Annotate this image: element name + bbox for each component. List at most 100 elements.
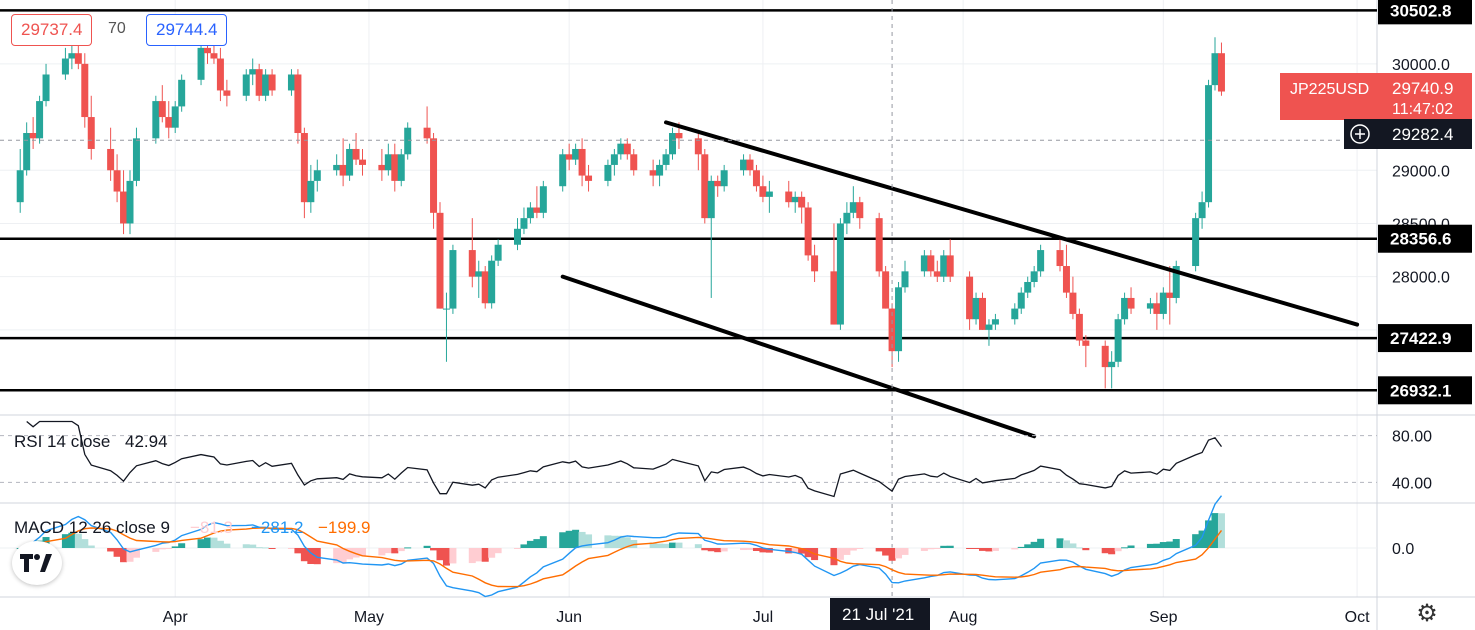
candle-body: [662, 154, 670, 165]
candle-body: [1114, 319, 1122, 362]
candle-body: [404, 127, 412, 155]
macd-histogram-bar: [436, 548, 444, 561]
macd-line: [19, 495, 1223, 598]
candle-body: [262, 74, 270, 96]
candlestick-series: [16, 31, 1225, 389]
macd-histogram-bar: [856, 548, 864, 549]
macd-histogram-bar: [572, 529, 580, 548]
badge-countdown: 11:47:02: [1392, 101, 1453, 118]
rsi-tick-label: 40.00: [1392, 475, 1432, 492]
macd-histogram-bar: [384, 548, 392, 554]
candle-body: [313, 170, 321, 181]
crosshair-date: 21 Jul '21: [842, 605, 914, 624]
bid-price-box[interactable]: 29737.4: [11, 14, 93, 46]
time-axis[interactable]: Apr May Jun Jul Aug Sep Oct: [163, 609, 1370, 626]
macd-histogram-bar: [759, 548, 767, 553]
macd-histogram-bar: [966, 548, 974, 549]
macd-histogram-bar: [617, 535, 625, 548]
macd-histogram-bar: [61, 534, 69, 548]
macd-histogram-bar: [494, 548, 502, 554]
candle-body: [875, 218, 883, 272]
macd-histogram-bar: [81, 539, 89, 548]
candle-body: [720, 170, 728, 187]
macd-signal-line: [20, 527, 1223, 588]
candle-body: [946, 255, 954, 277]
macd-histogram-bar: [1192, 534, 1200, 548]
macd-histogram-bar: [430, 548, 438, 551]
candle-body: [701, 154, 709, 219]
candle-body: [68, 53, 76, 59]
candle-body: [249, 69, 257, 75]
candle-body: [132, 138, 140, 181]
macd-histogram-bar: [946, 545, 954, 548]
candle-body: [255, 69, 263, 96]
candle-body: [707, 180, 715, 219]
macd-histogram-bar: [339, 548, 347, 563]
candle-body: [36, 101, 44, 139]
macd-histogram-bar: [752, 548, 760, 551]
macd-histogram-bar: [1024, 544, 1032, 548]
macd-histogram-bar: [68, 532, 76, 548]
candle-body: [669, 133, 676, 155]
candle-body: [765, 191, 773, 197]
ask-price-box[interactable]: 29744.4: [146, 14, 228, 46]
time-tick-label: May: [354, 609, 384, 626]
time-tick-label: Jun: [556, 609, 582, 626]
time-tick-label: Jul: [753, 609, 773, 626]
candle-body: [494, 244, 502, 261]
candle-body: [1082, 340, 1090, 346]
macd-histogram-bar: [843, 548, 851, 555]
crosshair-price-label: [1344, 119, 1472, 149]
plus-circle-icon[interactable]: [1350, 124, 1370, 144]
macd-histogram-bar: [197, 539, 205, 548]
candle-body: [972, 297, 980, 320]
tradingview-logo-icon[interactable]: [12, 541, 62, 585]
candle-body: [171, 106, 179, 128]
candle-body: [1205, 85, 1213, 203]
macd-histogram-bar: [888, 548, 896, 561]
time-tick-label: Apr: [163, 609, 189, 626]
macd-histogram-bar: [1114, 548, 1122, 552]
candle-body: [985, 324, 993, 330]
macd-histogram-bar: [849, 548, 857, 551]
macd-histogram-bar: [1159, 542, 1167, 548]
macd-histogram-bar: [242, 544, 250, 548]
candle-body: [1146, 303, 1154, 309]
candle-body: [423, 127, 431, 139]
macd-legend-macd: −281.2: [251, 518, 303, 537]
candle-body: [1127, 297, 1135, 309]
macd-histogram-bar: [701, 548, 709, 551]
candle-body: [378, 164, 386, 171]
crosshair-date-label: [830, 598, 930, 630]
macd-histogram-bar: [107, 548, 115, 552]
candle-body: [559, 154, 567, 187]
macd-histogram-bar: [120, 548, 128, 563]
macd-histogram-bar: [1127, 545, 1135, 548]
candle-body: [178, 79, 186, 107]
macd-histogram-bar: [1146, 543, 1154, 548]
macd-histogram-bar: [1056, 538, 1064, 548]
candle-body: [979, 297, 986, 330]
candle-body: [333, 164, 341, 171]
candle-body: [126, 180, 134, 224]
candle-body: [991, 319, 999, 325]
gear-icon[interactable]: ⚙: [1416, 600, 1438, 627]
candle-body: [1211, 53, 1219, 86]
macd-legend-signal: −199.9: [318, 518, 370, 537]
candle-body: [197, 47, 205, 80]
price-axis[interactable]: 30000.029000.028500.028000.027500.030502…: [1378, 0, 1472, 405]
candle-body: [216, 58, 224, 91]
macd-histogram-bar: [442, 548, 450, 566]
macd-histogram-bar: [178, 543, 186, 548]
macd-histogram-bar: [404, 547, 412, 549]
candle-body: [475, 271, 483, 277]
macd-histogram-bar: [397, 548, 405, 552]
candle-body: [694, 138, 702, 155]
macd-histogram-bar: [1037, 538, 1045, 548]
candle-body: [87, 117, 95, 149]
candle-body: [294, 74, 302, 134]
candle-body: [287, 74, 295, 91]
candle-body: [966, 276, 974, 320]
macd-legend-hist: −81.3: [190, 518, 233, 537]
